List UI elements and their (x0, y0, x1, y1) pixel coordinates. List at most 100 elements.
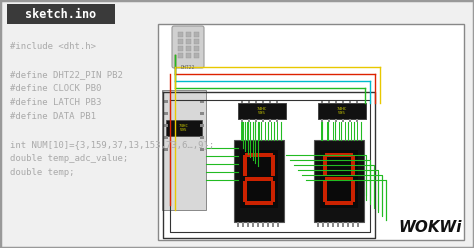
Bar (262, 222, 264, 227)
Bar (277, 222, 279, 227)
Bar (349, 119, 352, 122)
Bar (7, 4, 115, 24)
Bar (255, 100, 257, 103)
Bar (318, 103, 366, 119)
Bar (317, 222, 319, 227)
Bar (234, 140, 284, 222)
Bar (243, 155, 247, 176)
Bar (252, 222, 254, 227)
Bar (241, 119, 244, 122)
Bar (337, 222, 339, 227)
Bar (238, 103, 286, 119)
Bar (314, 140, 364, 222)
Text: int NUM[10]={3,159,37,13,153,73,6…,9};: int NUM[10]={3,159,37,13,153,73,6…,9}; (10, 140, 214, 149)
Bar (325, 153, 353, 157)
Bar (200, 124, 204, 127)
Bar (342, 119, 345, 122)
Bar (328, 119, 330, 122)
Bar (262, 100, 264, 103)
Bar (325, 177, 353, 181)
Bar (248, 119, 250, 122)
Bar (356, 119, 358, 122)
Bar (325, 201, 353, 205)
Bar (164, 136, 168, 139)
Bar (267, 222, 269, 227)
Bar (237, 222, 239, 227)
Bar (186, 32, 191, 37)
Bar (178, 53, 183, 58)
Bar (194, 39, 199, 44)
Bar (321, 100, 323, 103)
Bar (200, 136, 204, 139)
Bar (328, 100, 330, 103)
Bar (351, 181, 355, 202)
Bar (321, 119, 323, 122)
Bar (323, 181, 327, 202)
Bar (322, 222, 324, 227)
Bar (178, 32, 183, 37)
Bar (186, 39, 191, 44)
Bar (323, 155, 327, 176)
Bar (200, 148, 204, 151)
Bar (164, 100, 168, 103)
Text: #define DHT22_PIN PB2: #define DHT22_PIN PB2 (10, 70, 123, 79)
Bar (164, 148, 168, 151)
Bar (245, 201, 273, 205)
Bar (356, 100, 358, 103)
Bar (276, 119, 279, 122)
Bar (248, 100, 250, 103)
Bar (158, 24, 464, 240)
Bar (245, 153, 273, 157)
Text: 74HC
595: 74HC 595 (257, 107, 267, 115)
Text: #define DATA PB1: #define DATA PB1 (10, 112, 96, 121)
Bar (178, 46, 183, 51)
Bar (240, 150, 278, 208)
Bar (247, 222, 249, 227)
Text: 74HC
595: 74HC 595 (179, 124, 189, 132)
Bar (269, 100, 272, 103)
Text: WOKWi: WOKWi (398, 220, 462, 236)
Bar (335, 100, 337, 103)
Bar (242, 222, 244, 227)
Bar (243, 181, 247, 202)
Bar (194, 46, 199, 51)
Bar (342, 100, 345, 103)
Bar (178, 39, 183, 44)
Bar (272, 222, 274, 227)
Bar (320, 150, 358, 208)
Bar (269, 119, 272, 122)
Bar (347, 222, 349, 227)
Bar (351, 155, 355, 176)
Text: #define CLOCK PB0: #define CLOCK PB0 (10, 84, 101, 93)
Bar (357, 222, 359, 227)
Bar (255, 119, 257, 122)
Bar (164, 112, 168, 115)
Bar (271, 155, 275, 176)
Bar (164, 124, 168, 127)
Text: #include <dht.h>: #include <dht.h> (10, 42, 96, 51)
Text: double temp_adc_value;: double temp_adc_value; (10, 154, 128, 163)
Bar (200, 112, 204, 115)
FancyBboxPatch shape (172, 26, 204, 68)
Bar (349, 100, 352, 103)
Bar (342, 222, 344, 227)
Bar (262, 119, 264, 122)
Text: #define LATCH PB3: #define LATCH PB3 (10, 98, 101, 107)
Bar (332, 222, 334, 227)
Text: 74HC
595: 74HC 595 (337, 107, 347, 115)
Bar (245, 177, 273, 181)
Bar (352, 222, 354, 227)
Bar (166, 120, 202, 136)
Bar (200, 100, 204, 103)
Text: sketch.ino: sketch.ino (26, 8, 97, 21)
Bar (335, 119, 337, 122)
Bar (271, 181, 275, 202)
Text: double temp;: double temp; (10, 168, 74, 177)
Bar (186, 53, 191, 58)
Bar (186, 46, 191, 51)
Bar (327, 222, 329, 227)
Text: DHT22: DHT22 (181, 65, 195, 70)
Bar (257, 222, 259, 227)
Bar (194, 32, 199, 37)
Bar (162, 90, 206, 210)
